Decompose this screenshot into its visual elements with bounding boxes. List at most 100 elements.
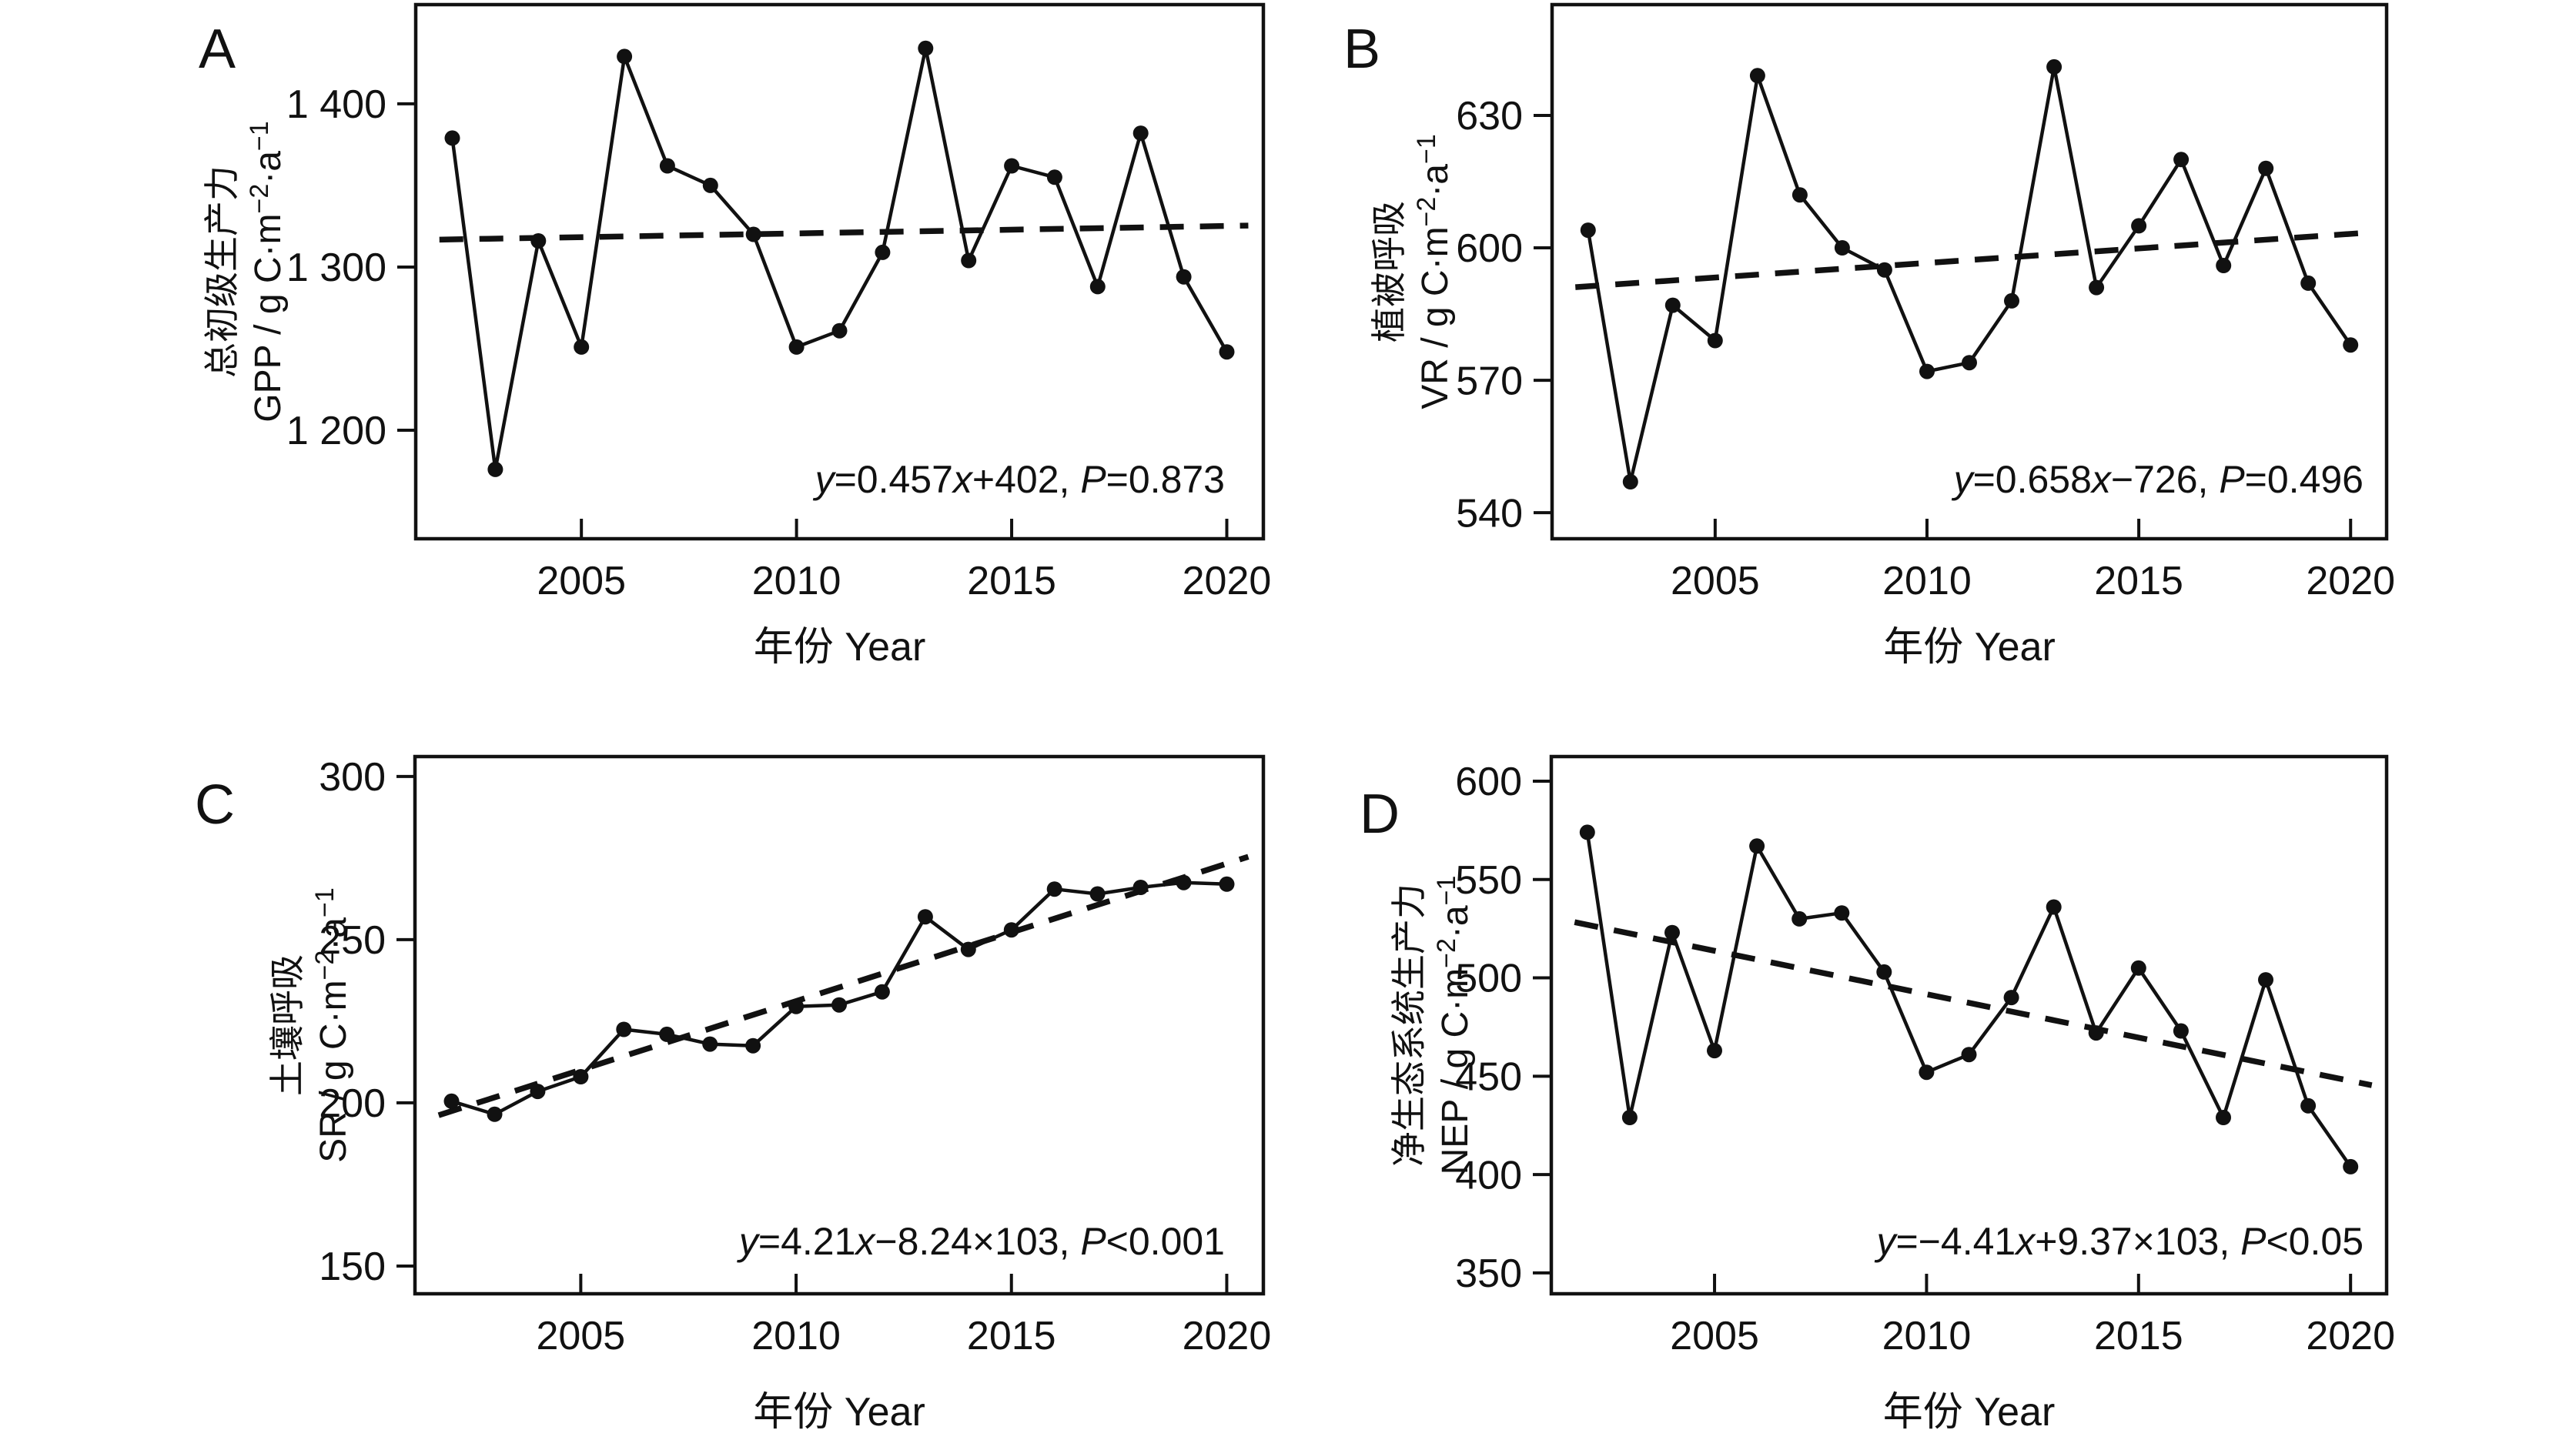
- data-point-marker-icon: [918, 40, 934, 56]
- data-point-marker-icon: [1132, 880, 1149, 895]
- data-point-marker-icon: [2131, 218, 2147, 234]
- data-point-marker-icon: [1707, 332, 1723, 349]
- data-point-marker-icon: [444, 130, 460, 146]
- data-point-marker-icon: [831, 997, 847, 1013]
- data-point-marker-icon: [1046, 169, 1062, 185]
- data-point-marker-icon: [1876, 262, 1892, 278]
- y-axis-title-unit: VR / g C·m−2​·a−1​: [1412, 134, 1456, 409]
- panel-letter: D: [1360, 783, 1400, 845]
- data-point-marker-icon: [530, 1084, 546, 1100]
- x-tick-label: 2020: [1183, 1314, 1272, 1358]
- x-tick-label: 2005: [1671, 559, 1760, 603]
- trend-line: [1575, 229, 2372, 290]
- data-point-marker-icon: [2343, 337, 2359, 353]
- data-point-marker-icon: [487, 1106, 503, 1122]
- data-point-marker-icon: [1046, 881, 1062, 897]
- panel-letter: A: [199, 18, 236, 80]
- y-tick-label: 500: [1455, 957, 1522, 1001]
- data-point-marker-icon: [788, 998, 805, 1014]
- x-tick-label: 2005: [537, 559, 626, 603]
- y-tick-label: 1 200: [286, 409, 386, 453]
- data-point-marker-icon: [917, 909, 933, 925]
- x-axis-title: 年份 Year: [1883, 1390, 2056, 1435]
- data-points: [444, 40, 1235, 477]
- y-tick-label: 200: [319, 1081, 386, 1126]
- data-point-marker-icon: [702, 1036, 718, 1052]
- data-point-marker-icon: [1089, 279, 1106, 295]
- data-point-marker-icon: [443, 1093, 460, 1109]
- data-point-marker-icon: [1791, 187, 1808, 203]
- data-point-marker-icon: [1622, 474, 1638, 489]
- y-tick-label: 630: [1456, 94, 1523, 139]
- data-point-marker-icon: [1621, 1110, 1638, 1125]
- data-point-marker-icon: [2216, 258, 2232, 273]
- data-point-marker-icon: [1004, 158, 1020, 174]
- y-axis-title-chinese: 土壤呼吸: [268, 954, 307, 1096]
- data-point-marker-icon: [1919, 363, 1935, 379]
- y-tick-label: 300: [319, 755, 386, 800]
- data-point-marker-icon: [2216, 1110, 2231, 1125]
- y-tick-label: 400: [1455, 1153, 1522, 1198]
- data-point-marker-icon: [530, 233, 547, 249]
- data-point-marker-icon: [1219, 876, 1235, 892]
- data-point-marker-icon: [875, 244, 891, 260]
- data-point-marker-icon: [961, 252, 977, 269]
- data-point-marker-icon: [573, 1069, 589, 1084]
- data-point-marker-icon: [1791, 910, 1808, 927]
- plot-frame-icon: [1549, 754, 2389, 1296]
- regression-equation: y=4.21x−8.24×103, P<0.001: [737, 1220, 1225, 1263]
- y-axis-title-unit: SR / g C·m−2​·a−1​: [310, 887, 354, 1163]
- x-tick-label: 2010: [1882, 1314, 1972, 1358]
- data-point-marker-icon: [2258, 972, 2273, 988]
- y-axis-title-chinese: 总初级生产力: [202, 165, 242, 378]
- data-point-marker-icon: [960, 941, 976, 957]
- panel-letter: B: [1343, 18, 1380, 80]
- x-axis-title: 年份 Year: [1883, 625, 2056, 670]
- data-point-marker-icon: [2004, 292, 2019, 309]
- regression-equation: y=−4.41x+9.37×103, P<0.05: [1874, 1220, 2364, 1263]
- x-tick-label: 2005: [1670, 1314, 1759, 1358]
- y-axis-title-unit: GPP / g C·m−2​·a−1​: [245, 121, 289, 422]
- x-tick-label: 2010: [1882, 559, 1972, 603]
- y-tick-label: 250: [319, 918, 386, 963]
- y-axis-title-chinese: 净生态系统生产力: [1390, 884, 1429, 1167]
- y-tick-label: 350: [1455, 1251, 1522, 1296]
- data-point-marker-icon: [874, 984, 890, 1000]
- data-point-marker-icon: [487, 461, 503, 477]
- x-tick-label: 2015: [967, 559, 1056, 603]
- data-point-marker-icon: [2173, 152, 2190, 168]
- x-tick-label: 2015: [2094, 559, 2183, 603]
- data-point-marker-icon: [1961, 1047, 1977, 1063]
- data-point-marker-icon: [702, 177, 718, 193]
- trend-line: [437, 854, 1250, 1118]
- data-point-marker-icon: [659, 158, 675, 174]
- trend-line: [439, 222, 1249, 243]
- data-line: [450, 46, 1229, 472]
- data-point-marker-icon: [2258, 160, 2274, 176]
- y-tick-label: 600: [1456, 226, 1523, 271]
- plot-frame-icon: [413, 2, 1266, 541]
- data-point-marker-icon: [2173, 1023, 2189, 1039]
- data-points: [1579, 824, 2359, 1174]
- data-point-marker-icon: [1707, 1043, 1722, 1059]
- data-point-marker-icon: [2343, 1158, 2359, 1174]
- data-point-marker-icon: [2088, 1025, 2104, 1041]
- x-axis-title: 年份 Year: [754, 625, 926, 670]
- data-point-marker-icon: [2300, 275, 2317, 291]
- panel-D: 350 400 450 500 550 600 2005 2010 2015 2020 y=−4.4…: [1360, 754, 2395, 1435]
- data-point-marker-icon: [616, 1021, 632, 1037]
- data-point-marker-icon: [1176, 874, 1192, 890]
- y-axis-title-unit: NEP / g C·m−2​·a−1​: [1432, 876, 1476, 1175]
- data-point-marker-icon: [1580, 222, 1596, 239]
- x-tick-label: 2005: [537, 1314, 626, 1358]
- data-line: [1586, 65, 2353, 484]
- x-tick-label: 2020: [2306, 1314, 2395, 1358]
- data-point-marker-icon: [1876, 964, 1892, 980]
- data-point-marker-icon: [1749, 68, 1765, 84]
- x-tick-label: 2010: [752, 559, 841, 603]
- data-point-marker-icon: [1132, 125, 1149, 142]
- data-point-marker-icon: [1003, 922, 1019, 938]
